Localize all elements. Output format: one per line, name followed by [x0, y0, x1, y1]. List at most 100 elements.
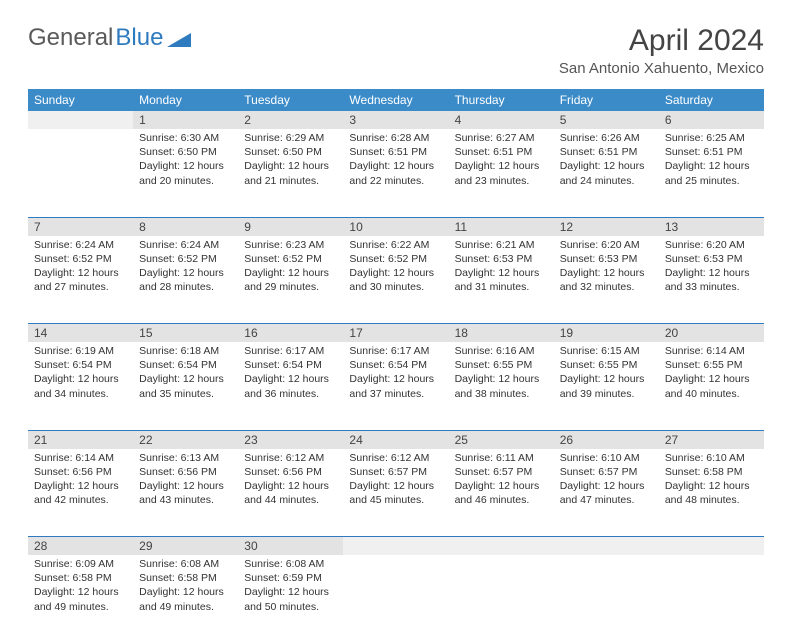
sunrise-line: Sunrise: 6:23 AM: [244, 238, 337, 252]
sunrise-line: Sunrise: 6:20 AM: [560, 238, 653, 252]
daynum-row: 14151617181920: [28, 324, 764, 343]
daylight-line: Daylight: 12 hours and 47 minutes.: [560, 479, 653, 507]
title-block: April 2024 San Antonio Xahuento, Mexico: [559, 24, 764, 77]
daynum: 16: [238, 324, 343, 342]
daylight-line: Daylight: 12 hours and 43 minutes.: [139, 479, 232, 507]
sunrise-line: Sunrise: 6:18 AM: [139, 344, 232, 358]
sunset-line: Sunset: 6:57 PM: [349, 465, 442, 479]
sunrise-line: Sunrise: 6:28 AM: [349, 131, 442, 145]
daylight-line: Daylight: 12 hours and 32 minutes.: [560, 266, 653, 294]
brand-logo: GeneralBlue: [28, 24, 191, 52]
daynum-empty: [28, 111, 133, 129]
daynum: 20: [659, 324, 764, 342]
daylight-line: Daylight: 12 hours and 38 minutes.: [455, 372, 548, 400]
weekday-sun: Sunday: [28, 89, 133, 111]
sunrise-line: Sunrise: 6:24 AM: [139, 238, 232, 252]
daylight-line: Daylight: 12 hours and 39 minutes.: [560, 372, 653, 400]
sunrise-line: Sunrise: 6:12 AM: [244, 451, 337, 465]
day-cell: Sunrise: 6:12 AMSunset: 6:56 PMDaylight:…: [238, 449, 343, 512]
day-cell: Sunrise: 6:12 AMSunset: 6:57 PMDaylight:…: [343, 449, 448, 512]
sunset-line: Sunset: 6:52 PM: [34, 252, 127, 266]
day-cell: Sunrise: 6:26 AMSunset: 6:51 PMDaylight:…: [554, 129, 659, 192]
daynum: 2: [238, 111, 343, 129]
sunrise-line: Sunrise: 6:29 AM: [244, 131, 337, 145]
day-cell: Sunrise: 6:08 AMSunset: 6:59 PMDaylight:…: [238, 555, 343, 618]
daylight-line: Daylight: 12 hours and 44 minutes.: [244, 479, 337, 507]
sunset-line: Sunset: 6:50 PM: [244, 145, 337, 159]
weekday-sat: Saturday: [659, 89, 764, 111]
sunrise-line: Sunrise: 6:12 AM: [349, 451, 442, 465]
sunrise-line: Sunrise: 6:15 AM: [560, 344, 653, 358]
day-cell: Sunrise: 6:15 AMSunset: 6:55 PMDaylight:…: [554, 342, 659, 405]
day-cell: Sunrise: 6:25 AMSunset: 6:51 PMDaylight:…: [659, 129, 764, 192]
daylight-line: Daylight: 12 hours and 37 minutes.: [349, 372, 442, 400]
sunset-line: Sunset: 6:54 PM: [349, 358, 442, 372]
day-cell: Sunrise: 6:10 AMSunset: 6:58 PMDaylight:…: [659, 449, 764, 512]
location: San Antonio Xahuento, Mexico: [559, 60, 764, 77]
week-row: Sunrise: 6:14 AMSunset: 6:56 PMDaylight:…: [28, 449, 764, 537]
week-row: Sunrise: 6:09 AMSunset: 6:58 PMDaylight:…: [28, 555, 764, 643]
daylight-line: Daylight: 12 hours and 34 minutes.: [34, 372, 127, 400]
daylight-line: Daylight: 12 hours and 42 minutes.: [34, 479, 127, 507]
daylight-line: Daylight: 12 hours and 22 minutes.: [349, 159, 442, 187]
sunset-line: Sunset: 6:55 PM: [455, 358, 548, 372]
daynum: 12: [554, 218, 659, 236]
sunrise-line: Sunrise: 6:20 AM: [665, 238, 758, 252]
sunrise-line: Sunrise: 6:14 AM: [34, 451, 127, 465]
daynum: 24: [343, 431, 448, 449]
sunset-line: Sunset: 6:51 PM: [349, 145, 442, 159]
sunset-line: Sunset: 6:54 PM: [34, 358, 127, 372]
sunrise-line: Sunrise: 6:25 AM: [665, 131, 758, 145]
sunset-line: Sunset: 6:52 PM: [349, 252, 442, 266]
day-cell: Sunrise: 6:21 AMSunset: 6:53 PMDaylight:…: [449, 236, 554, 299]
sunset-line: Sunset: 6:55 PM: [560, 358, 653, 372]
daylight-line: Daylight: 12 hours and 29 minutes.: [244, 266, 337, 294]
week-row: Sunrise: 6:24 AMSunset: 6:52 PMDaylight:…: [28, 236, 764, 324]
sunset-line: Sunset: 6:52 PM: [139, 252, 232, 266]
sunrise-line: Sunrise: 6:11 AM: [455, 451, 548, 465]
month-title: April 2024: [559, 24, 764, 58]
sunset-line: Sunset: 6:50 PM: [139, 145, 232, 159]
daylight-line: Daylight: 12 hours and 31 minutes.: [455, 266, 548, 294]
logo-triangle-icon: [167, 29, 191, 47]
daynum: 25: [449, 431, 554, 449]
sunrise-line: Sunrise: 6:13 AM: [139, 451, 232, 465]
daylight-line: Daylight: 12 hours and 50 minutes.: [244, 585, 337, 613]
weekday-fri: Friday: [554, 89, 659, 111]
daylight-line: Daylight: 12 hours and 23 minutes.: [455, 159, 548, 187]
daynum: 18: [449, 324, 554, 342]
day-cell: Sunrise: 6:14 AMSunset: 6:55 PMDaylight:…: [659, 342, 764, 405]
sunrise-line: Sunrise: 6:19 AM: [34, 344, 127, 358]
daynum: 11: [449, 218, 554, 236]
day-cell: Sunrise: 6:19 AMSunset: 6:54 PMDaylight:…: [28, 342, 133, 405]
daynum: 10: [343, 218, 448, 236]
sunrise-line: Sunrise: 6:08 AM: [244, 557, 337, 571]
day-cell: Sunrise: 6:18 AMSunset: 6:54 PMDaylight:…: [133, 342, 238, 405]
sunset-line: Sunset: 6:56 PM: [34, 465, 127, 479]
daylight-line: Daylight: 12 hours and 49 minutes.: [139, 585, 232, 613]
day-cell: Sunrise: 6:20 AMSunset: 6:53 PMDaylight:…: [554, 236, 659, 299]
daylight-line: Daylight: 12 hours and 30 minutes.: [349, 266, 442, 294]
daylight-line: Daylight: 12 hours and 24 minutes.: [560, 159, 653, 187]
sunset-line: Sunset: 6:55 PM: [665, 358, 758, 372]
day-cell: Sunrise: 6:16 AMSunset: 6:55 PMDaylight:…: [449, 342, 554, 405]
daynum: 28: [28, 537, 133, 555]
sunrise-line: Sunrise: 6:10 AM: [665, 451, 758, 465]
daylight-line: Daylight: 12 hours and 36 minutes.: [244, 372, 337, 400]
daynum: 26: [554, 431, 659, 449]
sunrise-line: Sunrise: 6:16 AM: [455, 344, 548, 358]
weekday-mon: Monday: [133, 89, 238, 111]
sunset-line: Sunset: 6:51 PM: [665, 145, 758, 159]
daylight-line: Daylight: 12 hours and 45 minutes.: [349, 479, 442, 507]
day-cell: Sunrise: 6:20 AMSunset: 6:53 PMDaylight:…: [659, 236, 764, 299]
daylight-line: Daylight: 12 hours and 25 minutes.: [665, 159, 758, 187]
daylight-line: Daylight: 12 hours and 35 minutes.: [139, 372, 232, 400]
daylight-line: Daylight: 12 hours and 28 minutes.: [139, 266, 232, 294]
calendar-table: Sunday Monday Tuesday Wednesday Thursday…: [28, 89, 764, 643]
daylight-line: Daylight: 12 hours and 48 minutes.: [665, 479, 758, 507]
day-cell: Sunrise: 6:17 AMSunset: 6:54 PMDaylight:…: [343, 342, 448, 405]
day-cell: Sunrise: 6:24 AMSunset: 6:52 PMDaylight:…: [28, 236, 133, 299]
daynum: 8: [133, 218, 238, 236]
day-cell: Sunrise: 6:09 AMSunset: 6:58 PMDaylight:…: [28, 555, 133, 618]
sunrise-line: Sunrise: 6:24 AM: [34, 238, 127, 252]
